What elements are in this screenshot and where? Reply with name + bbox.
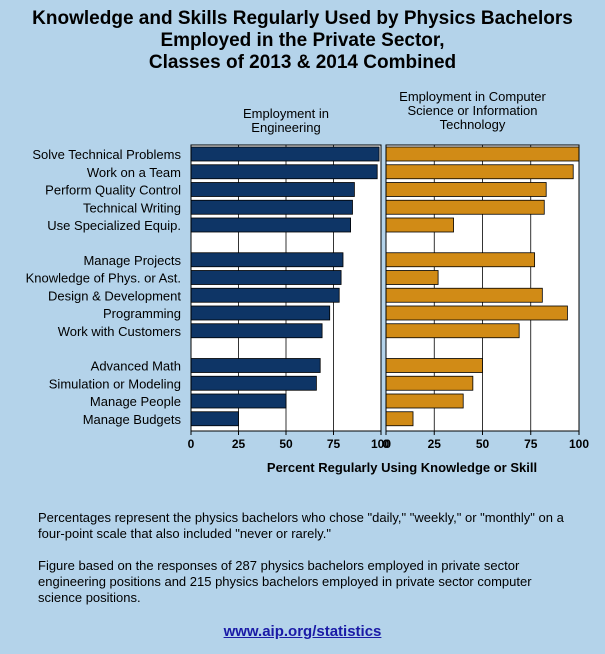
chart-title: Knowledge and Skills Regularly Used by P… bbox=[0, 8, 605, 74]
bar-computer-technical-writing bbox=[385, 199, 545, 215]
panel-header-engineering: Engineering bbox=[251, 120, 320, 135]
category-label-advanced-math: Advanced Math bbox=[91, 359, 181, 374]
bar-computer-advanced-math bbox=[385, 358, 483, 373]
bar-computer-use-specialized-equip bbox=[385, 217, 454, 233]
bar-computer-programming bbox=[385, 305, 568, 321]
category-label-manage-budgets: Manage Budgets bbox=[83, 412, 182, 427]
bar-engineering-solve-technical-problems bbox=[190, 146, 380, 162]
bar-engineering-simulation-or-modeling bbox=[190, 375, 317, 391]
bar-engineering-manage-projects bbox=[190, 252, 344, 268]
category-label-design-development: Design & Development bbox=[48, 288, 181, 303]
x-tick-label: 25 bbox=[232, 437, 246, 451]
category-label-technical-writing: Technical Writing bbox=[83, 200, 181, 215]
aip-statistics-link[interactable]: www.aip.org/statistics bbox=[223, 623, 382, 640]
bar-computer-simulation-or-modeling bbox=[385, 375, 474, 391]
x-axis-label: Percent Regularly Using Knowledge or Ski… bbox=[267, 460, 537, 475]
category-label-perform-quality-control: Perform Quality Control bbox=[45, 183, 181, 198]
bar-engineering-use-specialized-equip bbox=[190, 217, 352, 233]
x-tick-label: 100 bbox=[569, 437, 589, 451]
bar-computer-solve-technical-problems bbox=[385, 146, 580, 162]
title-line-1: Knowledge and Skills Regularly Used by P… bbox=[32, 8, 573, 29]
panel-header-computer: Technology bbox=[440, 117, 506, 132]
category-label-programming: Programming bbox=[103, 306, 181, 321]
x-tick-label: 0 bbox=[383, 437, 390, 451]
x-tick-label: 50 bbox=[476, 437, 490, 451]
panel-header-computer: Employment in Computer bbox=[399, 89, 546, 104]
title-line-2: Employed in the Private Sector, bbox=[160, 30, 445, 51]
bar-computer-manage-projects bbox=[385, 252, 536, 268]
category-label-simulation-or-modeling: Simulation or Modeling bbox=[49, 376, 181, 391]
bar-engineering-work-on-a-team bbox=[190, 164, 378, 180]
note-percentages: Percentages represent the physics bachel… bbox=[38, 510, 564, 541]
bar-engineering-programming bbox=[190, 305, 331, 321]
bar-computer-perform-quality-control bbox=[385, 182, 547, 197]
x-tick-label: 0 bbox=[188, 437, 195, 451]
category-label-knowledge-of-phys-or-ast: Knowledge of Phys. or Ast. bbox=[26, 271, 181, 286]
category-label-solve-technical-problems: Solve Technical Problems bbox=[32, 147, 181, 162]
x-tick-label: 75 bbox=[327, 437, 341, 451]
bar-engineering-technical-writing bbox=[190, 199, 353, 215]
category-label-use-specialized-equip: Use Specialized Equip. bbox=[47, 218, 181, 233]
bar-computer-work-on-a-team bbox=[385, 164, 574, 180]
bar-engineering-perform-quality-control bbox=[190, 182, 355, 197]
category-label-work-on-a-team: Work on a Team bbox=[87, 165, 181, 180]
x-tick-label: 50 bbox=[279, 437, 293, 451]
bar-engineering-advanced-math bbox=[190, 358, 321, 373]
category-label-manage-people: Manage People bbox=[90, 394, 181, 409]
panel-header-computer: Science or Information bbox=[407, 103, 537, 118]
note-sample: Figure based on the responses of 287 phy… bbox=[38, 558, 532, 605]
category-label-work-with-customers: Work with Customers bbox=[58, 324, 182, 339]
bar-computer-knowledge-of-phys-or-ast bbox=[385, 270, 439, 285]
bar-engineering-manage-budgets bbox=[190, 411, 239, 427]
bar-engineering-work-with-customers bbox=[190, 323, 323, 339]
bar-engineering-knowledge-of-phys-or-ast bbox=[190, 270, 342, 285]
x-tick-label: 25 bbox=[428, 437, 442, 451]
title-line-3: Classes of 2013 & 2014 Combined bbox=[148, 52, 457, 73]
x-tick-label: 75 bbox=[524, 437, 538, 451]
bar-engineering-design-development bbox=[190, 287, 340, 303]
bar-computer-manage-budgets bbox=[385, 411, 414, 427]
bar-computer-manage-people bbox=[385, 393, 464, 409]
bar-computer-work-with-customers bbox=[385, 323, 520, 339]
x-tick-label: 100 bbox=[371, 437, 391, 451]
category-label-manage-projects: Manage Projects bbox=[83, 253, 181, 268]
panel-header-engineering: Employment in bbox=[243, 106, 329, 121]
bar-engineering-manage-people bbox=[190, 393, 287, 409]
bar-computer-design-development bbox=[385, 287, 543, 303]
